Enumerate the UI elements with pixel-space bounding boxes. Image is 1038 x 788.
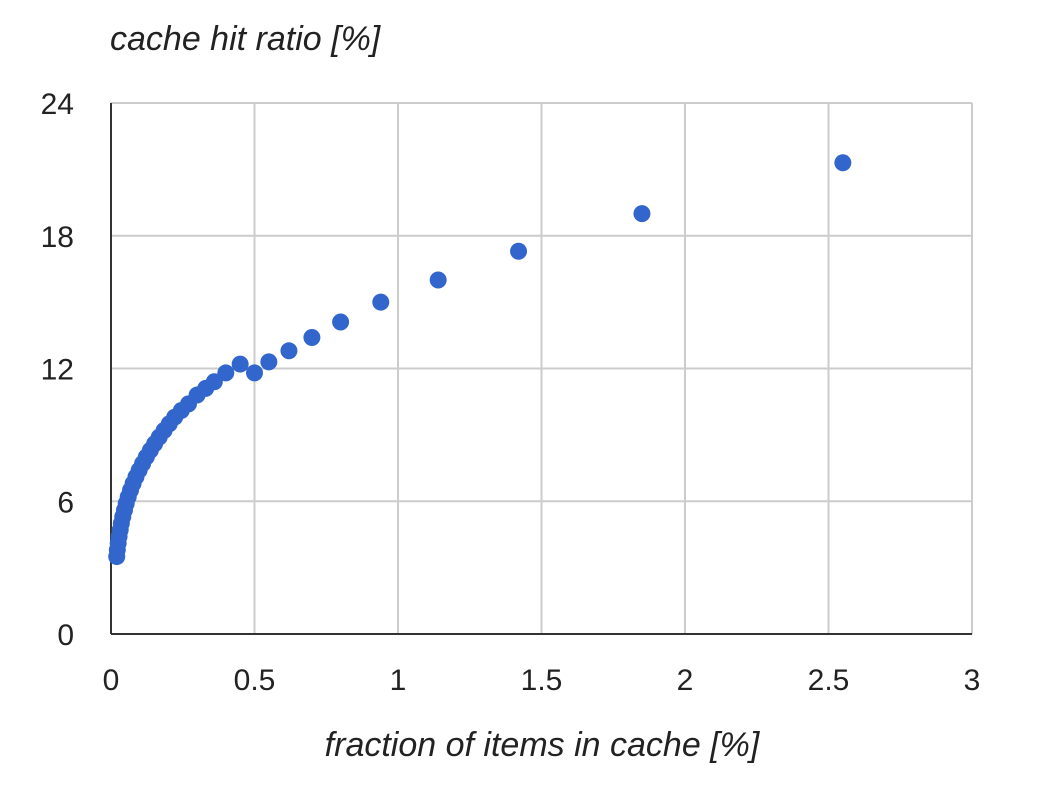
data-point (510, 242, 528, 260)
data-point (217, 364, 235, 382)
data-point (246, 364, 263, 382)
data-point (280, 342, 298, 360)
x-tick-label: 0.5 (234, 664, 276, 697)
data-point (231, 355, 249, 373)
y-tick-label: 24 (41, 88, 74, 121)
y-axis-label: cache hit ratio [%] (110, 20, 381, 58)
data-point (633, 205, 651, 223)
data-point (834, 154, 852, 172)
x-tick-label: 0 (103, 664, 120, 697)
x-tick-label: 1 (390, 664, 407, 697)
data-point (372, 293, 390, 311)
x-tick-label: 2.5 (808, 664, 850, 697)
data-points (108, 154, 852, 566)
data-point (303, 329, 321, 347)
data-point (429, 271, 447, 289)
data-point (332, 313, 350, 331)
y-tick-label: 0 (57, 619, 74, 652)
y-tick-label: 6 (57, 486, 74, 519)
tick-labels: 0 0.5 1 1.5 2 2.5 3 0 6 12 18 24 (41, 88, 981, 697)
x-tick-label: 2 (677, 664, 694, 697)
y-tick-label: 12 (41, 354, 74, 387)
data-point (260, 353, 278, 371)
x-tick-label: 1.5 (521, 664, 563, 697)
data-point (205, 373, 223, 391)
x-axis-label: fraction of items in cache [%] (324, 726, 760, 764)
x-tick-label: 3 (964, 664, 981, 697)
y-tick-label: 18 (41, 221, 74, 254)
